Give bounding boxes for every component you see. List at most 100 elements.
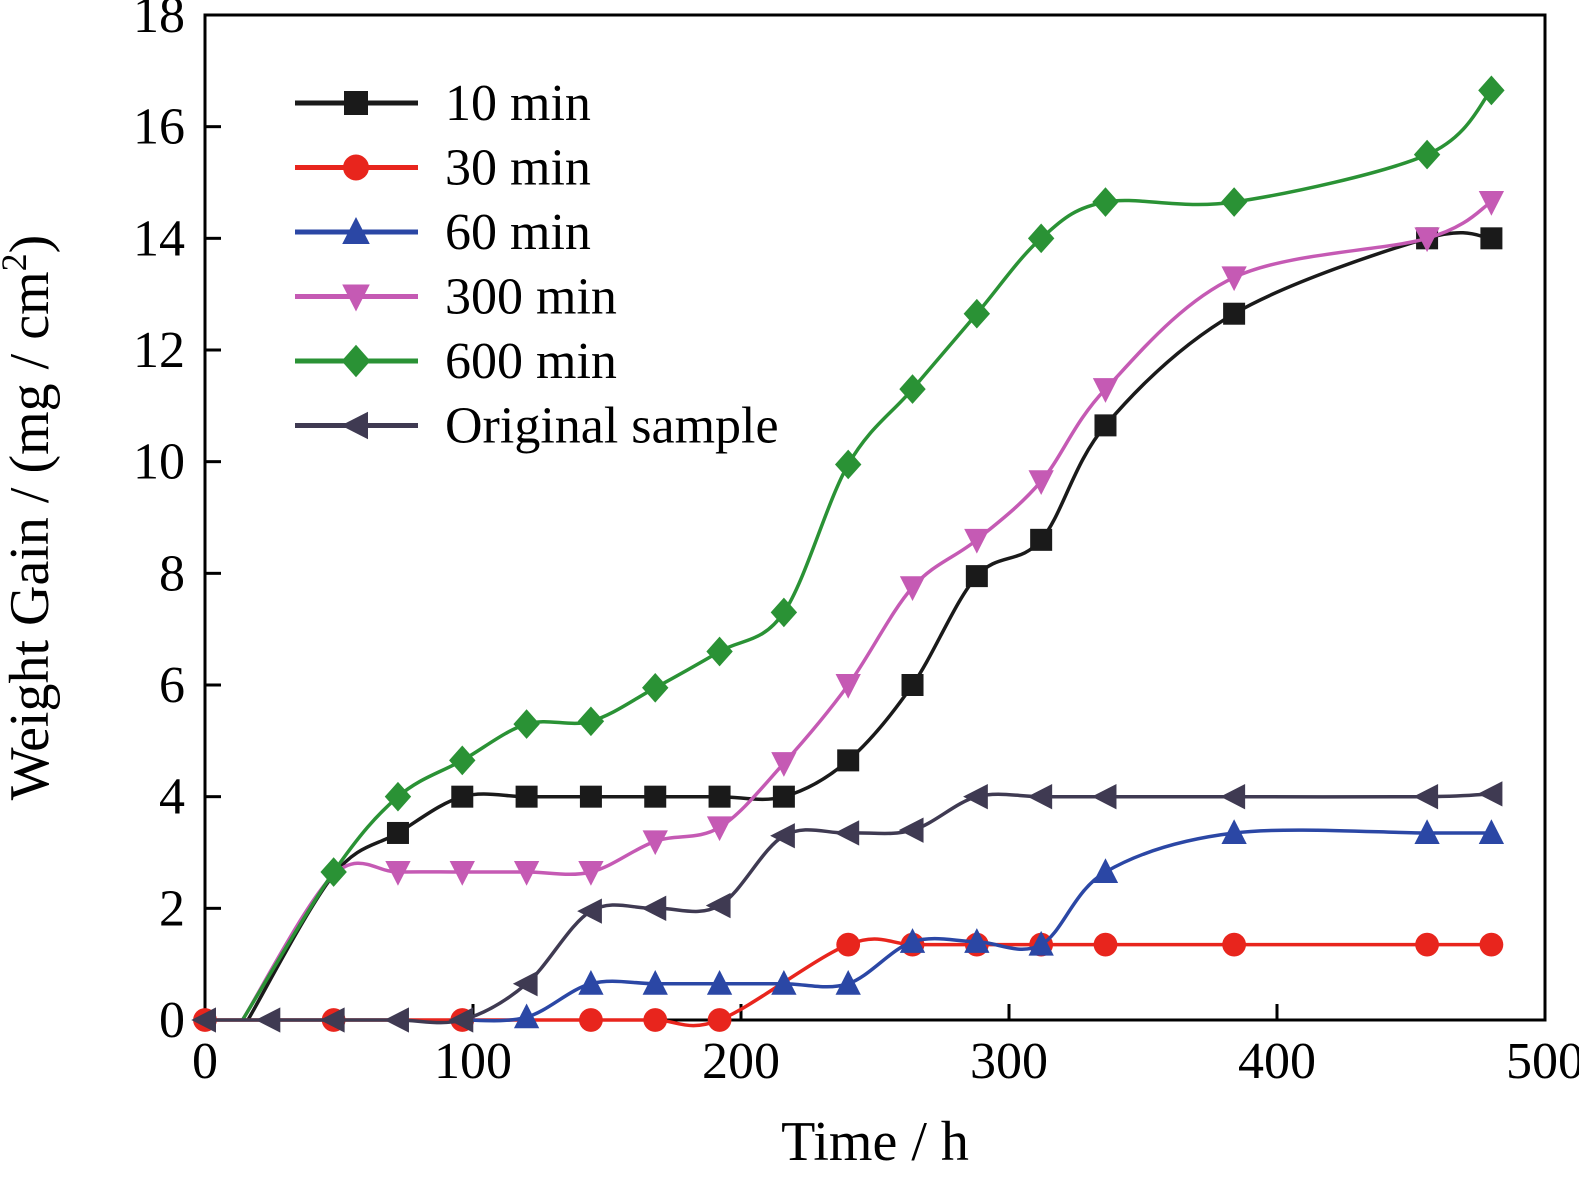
marker-triangle-left-icon [705, 892, 731, 919]
marker-triangle-left-icon [191, 1007, 216, 1033]
legend-item-30-min: 30 min [295, 140, 591, 197]
marker-triangle-up-icon [706, 969, 733, 995]
marker-diamond-icon [341, 344, 371, 378]
marker-square-icon [386, 821, 409, 844]
series-line [462, 828, 1492, 1023]
legend-label: Original sample [445, 398, 779, 455]
y-tick-label: 2 [159, 880, 185, 937]
marker-triangle-up-icon [1028, 930, 1054, 956]
marker-square-icon [1030, 528, 1053, 551]
marker-triangle-up-icon [342, 217, 370, 244]
marker-diamond-icon [899, 374, 926, 404]
legend-item-300-min: 300 min [295, 269, 617, 326]
marker-diamond-icon [835, 449, 862, 480]
y-axis: 0 2 4 6 8 10 12 14 16 18 [133, 0, 221, 1049]
y-tick-label: 0 [159, 992, 185, 1049]
marker-triangle-up-icon [835, 969, 861, 995]
marker-diamond-icon [1220, 187, 1248, 217]
x-tick-label: 200 [702, 1033, 780, 1090]
marker-circle-icon [1415, 932, 1439, 957]
marker-triangle-up-icon [1414, 819, 1440, 844]
marker-triangle-up-icon [771, 969, 797, 995]
series-line [241, 200, 1493, 1021]
marker-triangle-down-icon [706, 816, 733, 842]
y-tick-label: 18 [133, 0, 185, 44]
legend: 10 min 30 min 60 min 300 min 600 min Original… [295, 75, 779, 455]
marker-square-icon [708, 785, 731, 808]
legend-item-60-min: 60 min [295, 204, 591, 261]
marker-square-icon [965, 565, 988, 588]
marker-circle-icon [343, 154, 369, 181]
marker-diamond-icon [449, 745, 476, 776]
y-tick-label: 10 [133, 434, 185, 491]
y-axis-label: Weight Gain / (mg / cm2) [0, 235, 61, 801]
marker-circle-icon [643, 1008, 668, 1032]
marker-diamond-icon [1413, 139, 1441, 170]
series-300-min [241, 191, 1505, 1021]
series-10-min [246, 227, 1503, 1021]
marker-triangle-down-icon [899, 576, 926, 602]
marker-diamond-icon [320, 857, 347, 887]
marker-square-icon [1223, 302, 1246, 325]
marker-diamond-icon [770, 597, 798, 628]
marker-square-icon [515, 785, 538, 808]
marker-square-icon [579, 785, 602, 808]
marker-triangle-up-icon [578, 969, 604, 995]
series-line [241, 89, 1493, 1021]
y-tick-label: 12 [133, 322, 185, 379]
marker-triangle-down-icon [385, 861, 411, 886]
marker-diamond-icon [1092, 187, 1119, 217]
marker-triangle-left-icon [577, 898, 602, 924]
marker-circle-icon [836, 932, 861, 957]
x-tick-label: 0 [192, 1033, 218, 1090]
marker-triangle-left-icon [963, 784, 988, 810]
marker-circle-icon [1479, 932, 1504, 957]
series-line [246, 230, 1492, 1021]
marker-triangle-up-icon [513, 1003, 540, 1029]
marker-triangle-up-icon [1092, 858, 1119, 884]
marker-triangle-left-icon [255, 1007, 281, 1033]
marker-triangle-left-icon [834, 820, 860, 846]
x-axis-label: Time / h [781, 1111, 969, 1173]
marker-square-icon [451, 785, 474, 808]
marker-triangle-left-icon [770, 823, 795, 849]
marker-triangle-down-icon [578, 861, 604, 886]
marker-square-icon [644, 785, 667, 808]
marker-square-icon [772, 785, 795, 808]
marker-diamond-icon [1027, 223, 1055, 254]
legend-item-600-min: 600 min [295, 333, 617, 390]
marker-triangle-left-icon [1413, 784, 1439, 810]
marker-circle-icon [707, 1008, 732, 1032]
marker-diamond-icon [384, 781, 412, 812]
y-tick-label: 8 [159, 545, 185, 602]
legend-label: 600 min [445, 333, 617, 390]
marker-triangle-down-icon [964, 528, 990, 554]
marker-triangle-left-icon [319, 1007, 345, 1033]
marker-triangle-down-icon [1478, 191, 1505, 216]
marker-triangle-left-icon [898, 817, 924, 843]
x-tick-label: 400 [1238, 1033, 1316, 1090]
marker-triangle-down-icon [771, 752, 797, 777]
y-tick-label: 6 [159, 657, 185, 714]
marker-triangle-up-icon [964, 928, 990, 953]
marker-triangle-down-icon [835, 674, 861, 699]
marker-circle-icon [1093, 932, 1118, 957]
marker-triangle-down-icon [449, 861, 475, 886]
marker-triangle-left-icon [384, 1007, 409, 1033]
marker-triangle-up-icon [642, 969, 668, 995]
series-original-sample [191, 781, 1503, 1033]
legend-label: 60 min [445, 204, 591, 261]
marker-triangle-up-icon [899, 928, 926, 953]
x-tick-label: 500 [1506, 1033, 1579, 1090]
y-tick-label: 4 [159, 769, 185, 826]
series-600-min [241, 75, 1505, 1021]
marker-triangle-left-icon [1220, 784, 1246, 810]
marker-triangle-up-icon [1478, 819, 1505, 844]
marker-triangle-up-icon [1221, 819, 1247, 844]
marker-triangle-down-icon [1028, 470, 1054, 495]
series-60-min [462, 819, 1505, 1029]
marker-triangle-down-icon [642, 830, 668, 856]
marker-triangle-down-icon [342, 284, 370, 312]
marker-circle-icon [579, 1008, 603, 1032]
